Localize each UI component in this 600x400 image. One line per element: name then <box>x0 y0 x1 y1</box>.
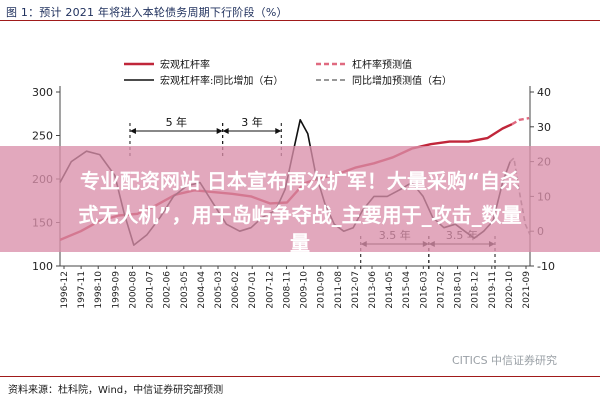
x-tick-label: 2019-11 <box>488 271 498 309</box>
x-tick-label: 1997-11 <box>77 271 87 309</box>
y-right-tick-label: 40 <box>537 86 551 99</box>
x-tick-label: 2018-01 <box>454 271 464 309</box>
x-tick-label: 2018-12 <box>471 271 481 309</box>
annotation-arrow <box>222 128 229 134</box>
overlay-text-line1: 专业配资网站 日本宣布再次扩军！大量采购“自杀 <box>79 169 521 193</box>
legend-label: 宏观杠杆率 <box>160 58 210 71</box>
source-note: 资料来源：杜科院，Wind，中信证券研究部预测 <box>8 385 224 396</box>
legend-label: 宏观杠杆率:同比增加（右） <box>160 74 283 87</box>
x-tick-label: 2021-09 <box>522 271 532 309</box>
x-tick-label: 2020-10 <box>505 271 515 309</box>
x-tick-label: 2014-05 <box>385 271 395 309</box>
x-tick-label: 2002-06 <box>163 271 173 309</box>
x-tick-label: 2015-04 <box>402 271 412 309</box>
x-tick-label: 2013-06 <box>368 271 378 309</box>
x-tick-label: 1996-12 <box>60 271 70 309</box>
overlay-text-line3: 量 <box>290 231 310 255</box>
watermark: CITICS 中信证券研究 <box>452 354 558 367</box>
x-tick-label: 2010-09 <box>317 271 327 309</box>
x-tick-label: 2007-12 <box>265 271 275 309</box>
y-left-tick-label: 100 <box>32 260 53 273</box>
x-tick-label: 2008-11 <box>282 271 292 309</box>
x-tick-label: 2009-10 <box>300 271 310 309</box>
y-left-tick-label: 250 <box>32 130 53 143</box>
legend-label: 同比增加预测值（右） <box>352 74 452 87</box>
annotation-arrow <box>129 128 136 134</box>
y-right-tick-label: 30 <box>537 121 551 134</box>
x-tick-label: 2006-02 <box>231 271 241 309</box>
x-tick-label: 2001-07 <box>146 271 156 309</box>
x-tick-label: 2007-01 <box>248 271 258 309</box>
overlay-text-line2: 式无人机”，用于岛屿争夺战_主要用于_攻击_数量 <box>78 203 522 227</box>
annotation-label: 3 年 <box>241 115 263 129</box>
x-tick-label: 2005-03 <box>214 271 224 309</box>
annotation-label: 5 年 <box>166 115 188 129</box>
x-tick-label: 2003-05 <box>180 271 190 309</box>
annotation-arrow <box>275 128 282 134</box>
x-tick-label: 2017-02 <box>436 271 446 309</box>
y-right-tick-label: -10 <box>537 260 555 273</box>
x-tick-label: 1998-10 <box>94 271 104 309</box>
x-tick-label: 2011-08 <box>334 271 344 309</box>
legend-label: 杠杆率预测值 <box>352 58 412 71</box>
annotation-arrow <box>216 128 223 134</box>
overlay-banner: 专业配资网站 日本宣布再次扩军！大量采购“自杀 式无人机”，用于岛屿争夺战_主要… <box>0 146 600 255</box>
x-tick-label: 2012-07 <box>351 271 361 309</box>
y-left-tick-label: 300 <box>32 86 53 99</box>
x-tick-label: 1999-09 <box>111 271 121 309</box>
top-rule <box>0 20 600 21</box>
x-tick-label: 2016-03 <box>419 271 429 309</box>
x-tick-label: 2000-08 <box>128 271 138 309</box>
bottom-rule <box>0 376 600 377</box>
x-tick-label: 2004-04 <box>197 271 207 309</box>
figure-title: 图 1：预计 2021 年将进入本轮债务周期下行阶段（%） <box>6 6 288 19</box>
series-line-2 <box>511 116 530 126</box>
